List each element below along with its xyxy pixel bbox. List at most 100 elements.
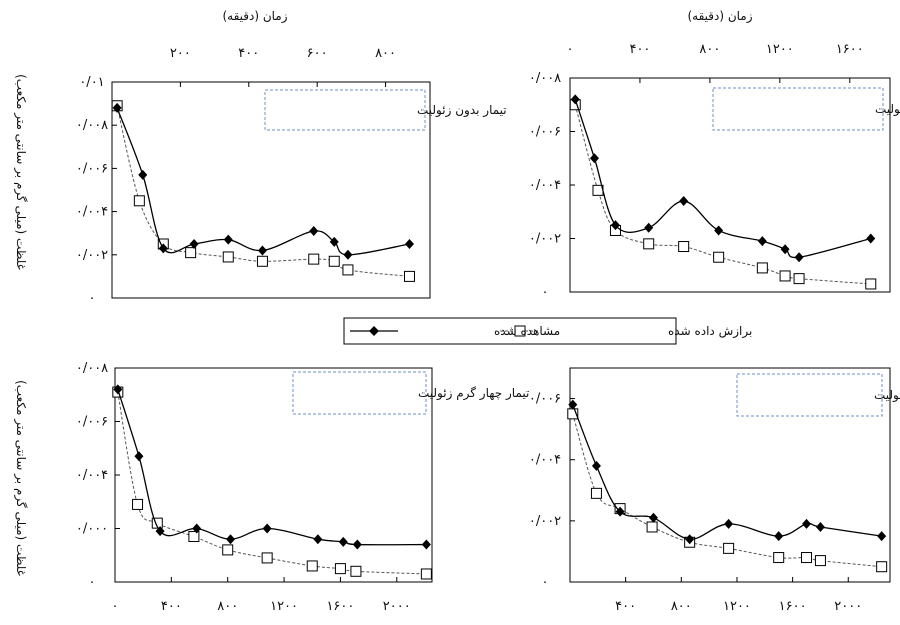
- observed-series-line: [572, 404, 882, 540]
- observed-point: [262, 523, 272, 534]
- fitted-point: [334, 563, 346, 575]
- observed-point: [615, 506, 625, 517]
- y-tick-label: ۰: [89, 291, 96, 306]
- observed-point: [155, 526, 165, 537]
- observed-point: [757, 236, 767, 247]
- observed-point: [158, 243, 168, 254]
- observed-point: [192, 523, 202, 534]
- observed-point: [226, 534, 236, 545]
- x-tick-label: ۸۰۰: [699, 42, 720, 57]
- fitted-point: [403, 270, 415, 282]
- fitted-point: [222, 251, 234, 263]
- y-tick-label: ۰/۰۰۴: [529, 178, 561, 193]
- fitted-point: [151, 517, 163, 529]
- x-tick-label: ۸۰۰: [671, 599, 692, 614]
- observed-point: [714, 225, 724, 236]
- fitted-point: [342, 264, 354, 276]
- legend-fitted-label: برازش داده شده: [668, 324, 752, 339]
- fitted-point: [222, 544, 234, 556]
- fitted-point: [328, 255, 340, 267]
- observed-point: [189, 239, 199, 249]
- y-tick-label: ۰/۰۰۶: [529, 392, 561, 407]
- x-tick-label: ۴۰۰: [629, 42, 650, 57]
- x-tick-label: ۲۰۰: [170, 46, 191, 61]
- y-tick-label: ۰/۰۰۲: [76, 248, 108, 263]
- observed-point: [404, 239, 414, 249]
- y-axis-title-top: غلظت (میلی گرم بر سانتی متر مکعب): [13, 74, 28, 270]
- fitted-point: [643, 238, 655, 250]
- y-tick-label: ۰: [542, 285, 549, 300]
- x-tick-label: ۲۰۰۰: [834, 599, 862, 614]
- fitted-point: [308, 253, 320, 265]
- x-tick-label: ۱۶۰۰: [836, 42, 864, 57]
- observed-point: [648, 512, 658, 523]
- x-tick-label: ۸۰۰: [217, 599, 238, 614]
- panel-title: تیمار بدون زئولیت: [417, 103, 507, 118]
- observed-point: [815, 521, 825, 532]
- y-tick-label: ۰/۰۰۶: [76, 161, 108, 176]
- fitted-point: [188, 531, 200, 543]
- x-tick-label: ۰: [567, 42, 574, 57]
- chart-panel-4: ۰ ۰/۰۰۲ ۰/۰۰۴ ۰/۰۰۶ ۴۰۰ ۸۰۰ ۱۲۰۰ ۱۶۰۰ ۲۰۰۰ تیمار …: [529, 367, 900, 614]
- fitted-point: [350, 565, 362, 577]
- fitted-point: [793, 273, 805, 285]
- observed-point: [724, 518, 734, 529]
- y-tick-label: ۰/۰۰۲: [529, 514, 561, 529]
- fitted-point: [756, 262, 768, 274]
- fitted-point: [678, 241, 690, 253]
- plot-frame: [111, 81, 431, 299]
- observed-point: [685, 534, 695, 545]
- observed-point: [113, 384, 123, 395]
- fitted-point: [713, 251, 725, 263]
- panel-title-box: [264, 89, 426, 131]
- fitted-series-line: [574, 104, 871, 285]
- x-tick-label: ۴۰۰: [238, 46, 259, 61]
- observed-point: [591, 460, 601, 471]
- y-tick-label: ۰: [542, 575, 549, 590]
- fitted-series-line: [117, 391, 427, 575]
- fitted-point: [779, 270, 791, 282]
- y-tick-label: ۰/۰۰۸: [76, 118, 108, 133]
- y-tick-label: ۰/۰۰۴: [76, 205, 108, 220]
- observed-point: [223, 234, 233, 245]
- observed-point: [313, 534, 323, 545]
- fitted-point: [801, 552, 813, 564]
- panel-title-box: [292, 371, 427, 415]
- observed-point: [257, 245, 267, 256]
- fitted-point: [814, 555, 826, 567]
- panel-title: تیمار چهار گرم زئولیت: [418, 386, 529, 401]
- y-tick-label: ۰/۰۰۴: [529, 453, 561, 468]
- chart-panel-2: ۰ ۰/۰۰۲ ۰/۰۰۴ ۰/۰۰۶ ۰/۰۰۸ ۰ ۴۰۰ ۸۰۰ ۱۲۰۰ ۱۶۰۰ تیما…: [529, 42, 900, 300]
- fitted-point: [306, 560, 318, 572]
- y-tick-label: ۰: [89, 575, 96, 590]
- panel-title-box: [712, 87, 884, 131]
- legend-observed-marker: [369, 326, 379, 336]
- fitted-point: [723, 542, 735, 554]
- observed-point: [112, 102, 122, 113]
- fitted-point: [256, 255, 268, 267]
- fitted-point: [133, 195, 145, 207]
- x-tick-label: ۱۲۰۰: [766, 42, 794, 57]
- observed-point: [343, 249, 353, 260]
- observed-series-line: [116, 107, 410, 256]
- fitted-point: [876, 561, 888, 573]
- observed-point: [589, 153, 599, 164]
- fitted-point: [185, 247, 197, 259]
- plot-frame: [569, 367, 891, 583]
- legend-fitted-marker: [514, 325, 526, 337]
- legend: برازش داده شده مشاهده شده: [343, 317, 752, 345]
- fitted-point: [646, 521, 658, 533]
- observed-point: [568, 399, 578, 410]
- observed-point: [421, 539, 431, 550]
- x-tick-label: ۴۰۰: [615, 599, 636, 614]
- x-tick-label: ۲۰۰۰: [383, 599, 411, 614]
- y-tick-label: ۰/۰۰۶: [529, 125, 561, 140]
- observed-point: [866, 233, 876, 244]
- x-tick-label: ۰: [112, 599, 119, 614]
- x-tick-label: ۴۰۰: [161, 599, 182, 614]
- observed-point: [774, 531, 784, 542]
- observed-point: [780, 244, 790, 255]
- fitted-point: [261, 552, 273, 564]
- y-tick-label: ۰/۰۱: [79, 75, 104, 90]
